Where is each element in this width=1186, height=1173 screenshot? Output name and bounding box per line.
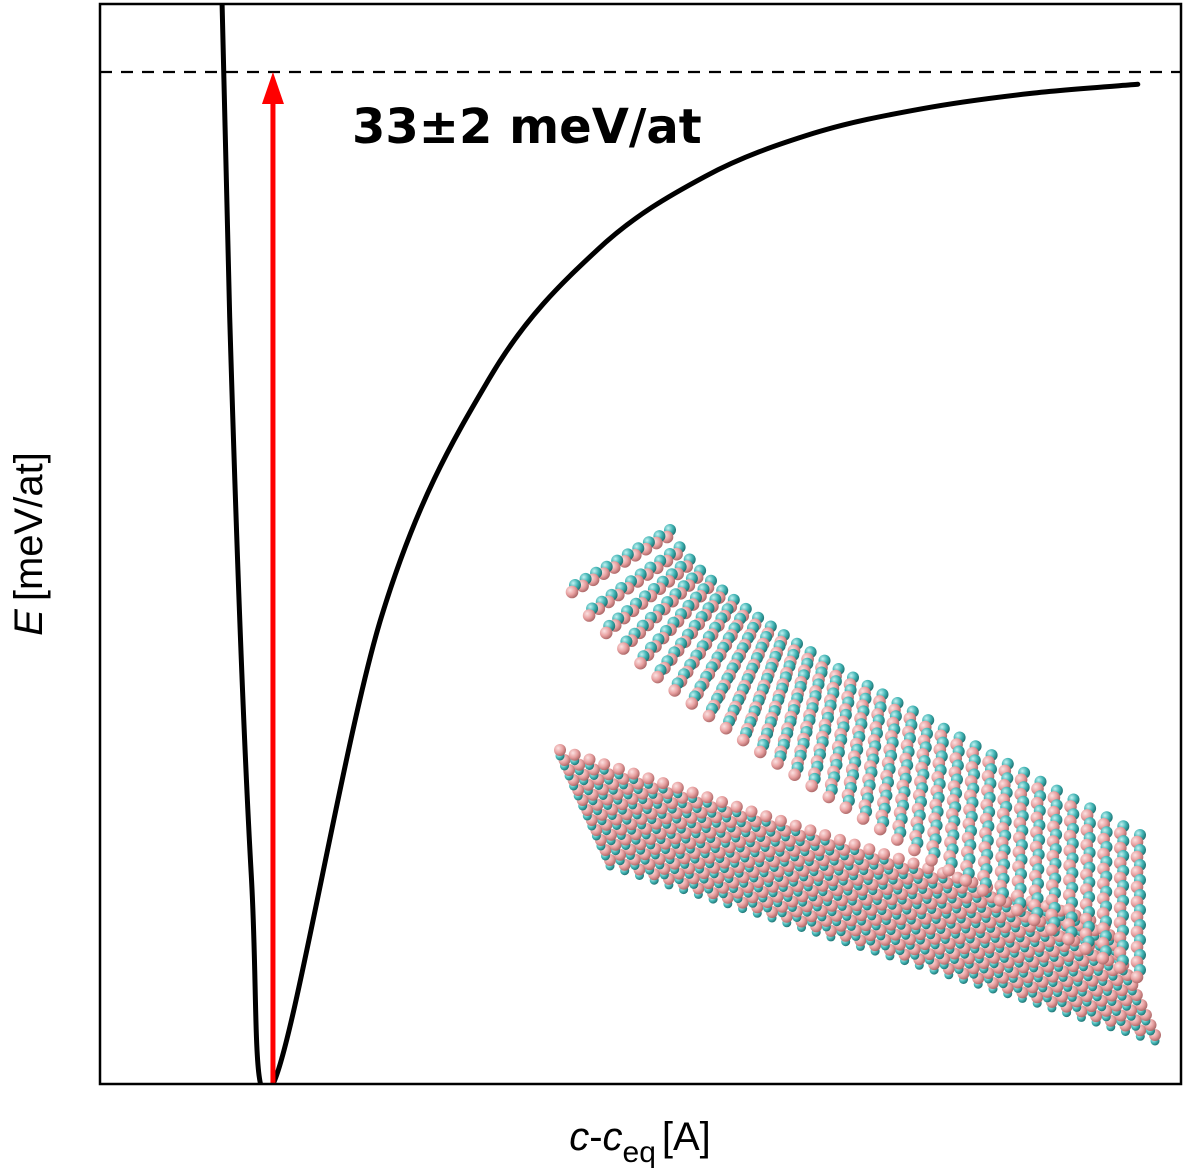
atom-pink	[805, 779, 818, 793]
atom-pink	[716, 796, 728, 808]
atom-pink	[1079, 942, 1092, 955]
atom-pink	[736, 733, 750, 747]
atom-pink	[1096, 951, 1110, 965]
atom-pink	[701, 791, 714, 804]
x-axis-var2: c	[603, 1115, 623, 1159]
atom-pink	[760, 810, 773, 823]
atom-pink	[819, 829, 832, 842]
x-axis-label: c-ceq [A]	[569, 1115, 711, 1169]
atom-pink	[1045, 923, 1058, 936]
atom-pink	[822, 790, 836, 804]
atomic-structure-inset	[554, 524, 1161, 1046]
atom-pink	[685, 697, 699, 710]
atom-pink	[833, 833, 846, 846]
atom-pink	[788, 768, 801, 781]
atom-pink	[582, 609, 596, 622]
atom-pink	[1130, 970, 1144, 984]
atom-pink	[993, 894, 1007, 907]
atom-pink	[651, 670, 664, 684]
atom-pink	[754, 745, 767, 759]
atom-pink	[627, 767, 640, 780]
atom-pink	[634, 656, 647, 670]
y-axis-label: E [meV/at]	[7, 452, 51, 636]
atom-pink	[599, 626, 613, 640]
atom-pink	[942, 864, 955, 877]
atom-pink	[856, 812, 870, 825]
atom-pink	[554, 744, 566, 756]
atom-pink	[617, 642, 630, 655]
atom-pink	[839, 801, 853, 814]
atom-pink	[908, 843, 921, 857]
atom-pink	[657, 777, 670, 790]
atom-pink	[774, 814, 787, 827]
atom-pink	[1028, 913, 1041, 927]
plot-frame	[98, 2, 1183, 1086]
atom-pink	[848, 838, 861, 851]
atom-pink	[1010, 903, 1024, 917]
y-axis-var: E	[7, 608, 51, 636]
atom-pink	[612, 762, 625, 775]
y-axis-unit: [meV/at]	[7, 452, 51, 601]
atom-pink	[598, 758, 611, 771]
atom-pink	[907, 857, 920, 870]
atom-pink	[959, 874, 973, 887]
atom-pink	[892, 852, 905, 865]
energy-curve	[218, 4, 1141, 1084]
x-axis-subscript: eq	[623, 1136, 656, 1169]
atom-pink	[686, 786, 699, 799]
atom-pink	[568, 748, 581, 761]
atom-pink	[642, 772, 655, 785]
atom-pink	[863, 843, 876, 856]
atom-pink	[702, 709, 716, 723]
atom-pink	[771, 757, 784, 770]
atom-pink	[745, 805, 758, 818]
x-axis-dash: -	[589, 1115, 602, 1159]
atom-pink	[565, 585, 579, 599]
x-axis-unit: [A]	[662, 1115, 711, 1159]
atom-pink	[730, 800, 743, 813]
atom-pink	[976, 884, 990, 897]
atom-pink	[878, 848, 891, 861]
binding-energy-annotation: 33±2 meV/at	[352, 99, 702, 155]
atom-pink	[583, 753, 596, 766]
atom-pink	[719, 721, 733, 735]
atom-pink	[804, 824, 817, 837]
atom-pink	[671, 781, 684, 794]
x-axis-var: c	[569, 1115, 589, 1159]
atom-pink	[789, 819, 802, 832]
atom-pink	[873, 822, 887, 836]
energy-arrow-head	[261, 72, 284, 104]
atom-pink	[891, 833, 904, 846]
atom-pink	[1062, 932, 1075, 946]
atom-pink	[668, 684, 681, 697]
atom-pink	[925, 853, 938, 867]
atom-pink	[1113, 961, 1127, 974]
